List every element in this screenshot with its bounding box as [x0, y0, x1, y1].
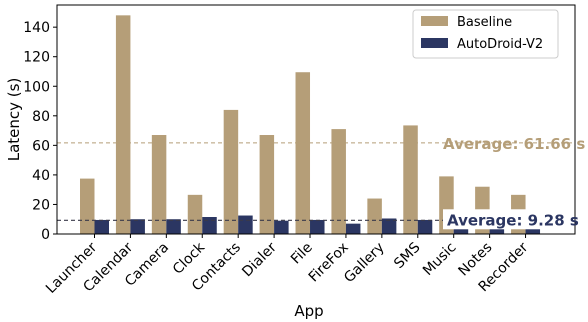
bar-baseline-firefox	[331, 129, 346, 234]
x-tick-label: Gallery	[341, 240, 388, 287]
bar-autodroid-v2-clock	[202, 217, 217, 234]
y-tick-label: 100	[23, 79, 50, 95]
y-tick-label: 80	[32, 109, 50, 125]
y-tick-label: 0	[41, 227, 50, 243]
legend-label-baseline: Baseline	[457, 15, 512, 30]
bar-autodroid-v2-dialer	[274, 220, 289, 234]
legend-swatch-autodroid-v2	[421, 38, 448, 48]
y-tick-label: 40	[32, 168, 50, 184]
y-tick-label: 140	[23, 20, 50, 36]
x-axis-label: App	[294, 302, 323, 320]
legend-box	[412, 9, 559, 59]
legend-swatch-baseline	[421, 16, 448, 26]
average-label-autodroid-v2: Average: 9.28 s	[447, 211, 579, 229]
average-lines-group	[57, 142, 575, 221]
bar-baseline-contacts	[223, 109, 239, 234]
bar-autodroid-v2-firefox	[345, 223, 361, 234]
bar-baseline-calendar	[115, 15, 131, 235]
bar-baseline-launcher	[80, 178, 95, 234]
x-axis-ticks: LauncherCalendarCameraClockContactsDiale…	[43, 234, 532, 297]
bar-autodroid-v2-gallery	[381, 218, 397, 234]
x-tick-label: SMS	[391, 239, 424, 272]
y-tick-label: 20	[32, 197, 50, 213]
bar-baseline-clock	[187, 194, 203, 234]
y-axis-ticks: 0 20 40 60 80 100 120 140	[23, 20, 57, 243]
plot-frame	[56, 4, 576, 235]
x-tick-label: Dialer	[239, 239, 280, 280]
bar-autodroid-v2-notes	[489, 225, 505, 234]
bar-baseline-dialer	[259, 135, 275, 234]
bar-baseline-gallery	[367, 198, 382, 234]
bar-baseline-file	[295, 72, 311, 234]
bar-autodroid-v2-contacts	[238, 215, 253, 234]
average-label-background-autodroid	[443, 209, 571, 230]
x-tick-label: Music	[420, 240, 459, 279]
bar-autodroid-v2-launcher	[94, 219, 109, 234]
bar-autodroid-v2-file	[310, 219, 325, 234]
x-tick-label: File	[288, 240, 316, 268]
y-tick-label: 60	[32, 138, 50, 154]
bars-group	[80, 15, 541, 235]
average-labels-group: Average: 61.66 s Average: 9.28 s	[443, 135, 585, 230]
legend: Baseline AutoDroid-V2	[412, 9, 559, 59]
bar-baseline-camera	[151, 135, 167, 234]
bar-autodroid-v2-camera	[166, 219, 181, 234]
y-tick-label: 120	[23, 50, 50, 66]
average-label-baseline: Average: 61.66 s	[443, 135, 585, 153]
bar-baseline-sms	[403, 125, 418, 234]
bar-autodroid-v2-calendar	[130, 219, 145, 234]
y-axis-label: Latency (s)	[5, 78, 23, 162]
legend-label-autodroid-v2: AutoDroid-V2	[457, 37, 543, 52]
bar-autodroid-v2-sms	[417, 219, 433, 234]
